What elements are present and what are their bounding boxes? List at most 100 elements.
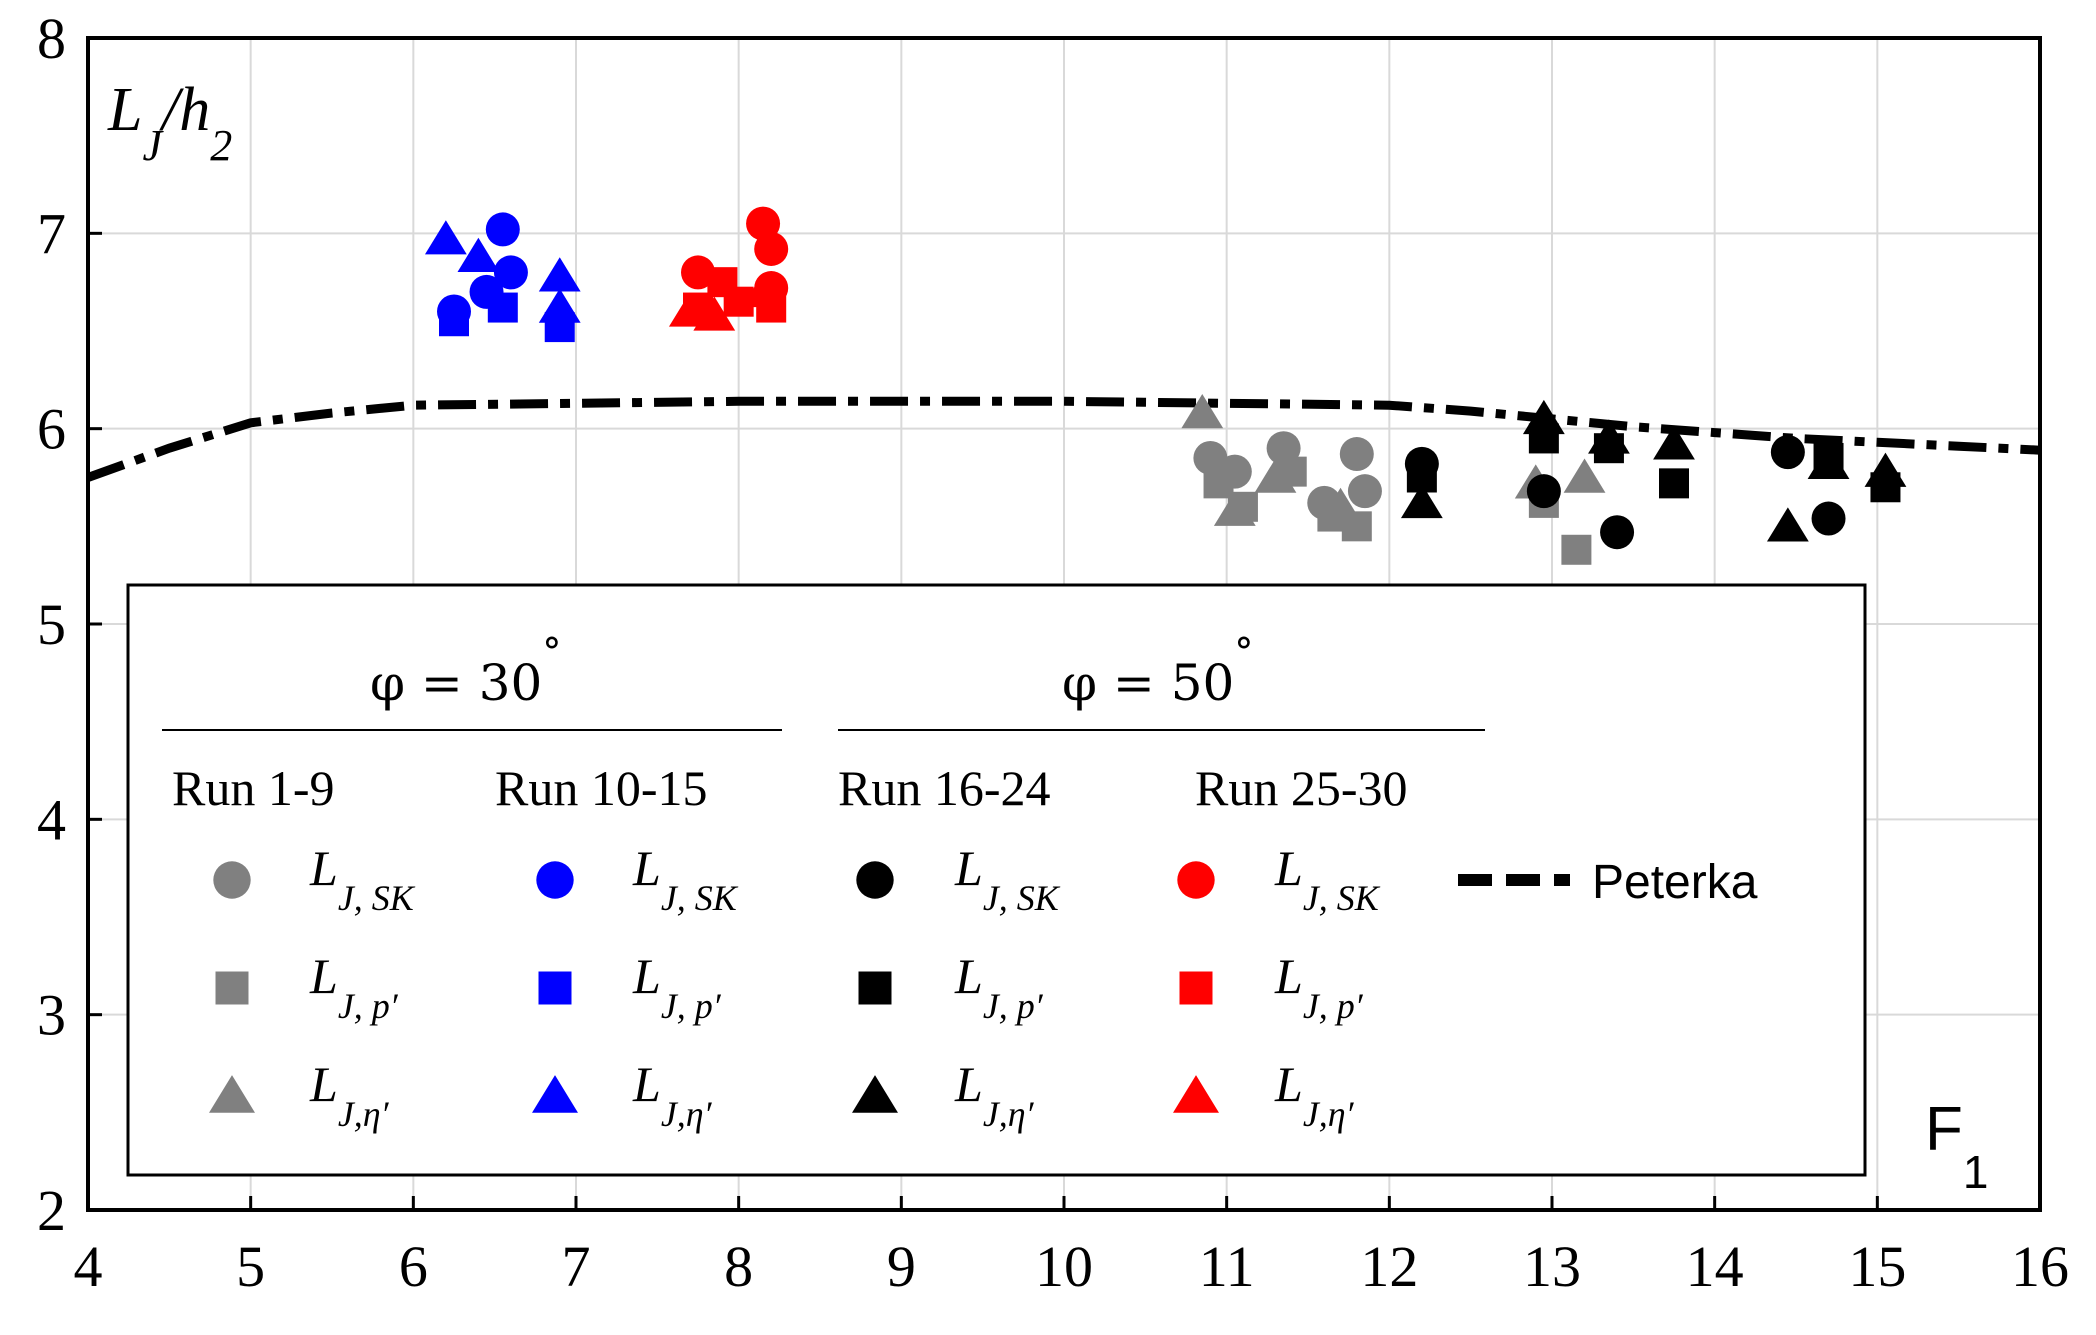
legend-marker-square: [858, 971, 892, 1005]
legend-group-50-label: φ = 50°: [1062, 630, 1253, 712]
data-point-circle: [493, 255, 528, 290]
y-tick-label: 7: [37, 201, 66, 266]
legend-marker-triangle: [1173, 1075, 1219, 1113]
y-label-sub2: 2: [210, 121, 232, 170]
data-point-circle: [1600, 515, 1635, 550]
y-tick-label: 4: [37, 787, 66, 852]
legend-entry-run25-sk: LJ, SK: [1274, 840, 1381, 918]
legend-entry-run10-sk: LJ, SK: [632, 840, 739, 918]
data-point-circle: [485, 212, 520, 247]
data-point-triangle: [1563, 458, 1606, 493]
data-point-triangle: [1181, 394, 1224, 429]
legend-marker-square: [538, 971, 572, 1005]
y-axis-label: LJ/h2: [107, 76, 232, 170]
peterka-curve: [86, 396, 2041, 482]
y-tick-label: 5: [37, 592, 66, 657]
data-point-square: [1659, 468, 1689, 499]
legend: φ = 30° φ = 50° Run 1-9 Run 10-15 Run 16…: [126, 583, 1867, 1177]
x-tick-label: 13: [1523, 1234, 1581, 1299]
y-label-sub1: J: [142, 121, 164, 170]
legend-entry-run16-p: LJ, p′: [954, 948, 1044, 1026]
legend-group-30-label: φ = 30°: [370, 630, 561, 712]
legend-marker-circle: [536, 861, 574, 899]
data-point-triangle: [1522, 399, 1565, 435]
data-point-triangle: [538, 288, 581, 323]
legend-marker-circle: [1177, 861, 1215, 899]
data-point-square: [1561, 534, 1592, 565]
x-tick-label: 6: [399, 1234, 428, 1299]
legend-entry-run10-p: LJ, p′: [632, 948, 722, 1026]
legend-entry-run25-p: LJ, p′: [1274, 948, 1364, 1026]
data-point-circle: [681, 255, 715, 290]
legend-marker-triangle: [532, 1075, 578, 1113]
legend-marker-circle: [856, 861, 894, 899]
legend-entry-run25-eta: LJ,η′: [1274, 1056, 1355, 1134]
legend-marker-square: [215, 971, 249, 1005]
data-point-triangle: [1588, 419, 1630, 454]
legend-markers: [209, 861, 1219, 1113]
data-point-triangle: [1254, 458, 1297, 493]
data-points: [424, 206, 1907, 565]
x-tick-label: 5: [236, 1234, 265, 1299]
y-tick-label: 6: [37, 397, 66, 462]
x-label-sub: 1: [1963, 1146, 1989, 1198]
y-tick-label: 2: [37, 1178, 66, 1243]
data-point-triangle: [693, 296, 736, 331]
data-point-square: [439, 306, 469, 337]
data-point-circle: [1770, 435, 1805, 470]
legend-run-10-15: Run 10-15: [495, 760, 708, 816]
legend-entry-run1-p: LJ, p′: [309, 948, 399, 1026]
x-tick-label: 12: [1360, 1234, 1418, 1299]
data-point-circle: [1811, 501, 1846, 536]
data-point-triangle: [538, 257, 581, 292]
legend-marker-triangle: [209, 1075, 255, 1113]
data-point-triangle: [424, 220, 467, 255]
legend-marker-circle: [213, 861, 251, 899]
data-point-circle: [1526, 474, 1561, 509]
legend-entry-run1-eta: LJ,η′: [309, 1056, 390, 1134]
data-point-triangle: [1213, 491, 1256, 526]
x-tick-label: 10: [1035, 1234, 1093, 1299]
data-point-triangle: [1864, 452, 1907, 487]
data-point-triangle: [1400, 483, 1443, 519]
legend-marker-triangle: [852, 1075, 898, 1113]
peterka-line: [86, 396, 2041, 482]
data-point-triangle: [1807, 444, 1850, 480]
data-point-circle: [754, 231, 789, 266]
data-point-triangle: [1766, 507, 1809, 542]
y-tick-label: 3: [37, 983, 66, 1048]
legend-entry-run16-sk: LJ, SK: [954, 840, 1061, 918]
x-tick-label: 14: [1686, 1234, 1744, 1299]
y-label-mid: /h: [159, 76, 210, 144]
y-tick-label: 8: [37, 6, 66, 71]
data-point-triangle: [1319, 487, 1362, 522]
data-point-triangle: [457, 237, 500, 272]
x-tick-label: 8: [724, 1234, 753, 1299]
y-label-main: L: [107, 76, 142, 144]
legend-entries: LJ, SK LJ, p′ LJ,η′ LJ, SK LJ, p′ LJ,η′ …: [309, 840, 1381, 1134]
legend-marker-square: [1179, 971, 1213, 1005]
legend-box: [126, 583, 1867, 1177]
x-label-main: F: [1925, 1095, 1963, 1164]
x-tick-label: 9: [887, 1234, 916, 1299]
legend-run-16-24: Run 16-24: [838, 760, 1051, 816]
legend-run-25-30: Run 25-30: [1195, 760, 1408, 816]
x-tick-label: 11: [1199, 1234, 1255, 1299]
data-point-square: [487, 292, 518, 323]
x-axis-label: F1: [1925, 1095, 1988, 1198]
x-tick-label: 4: [74, 1234, 103, 1299]
x-tick-label: 7: [562, 1234, 591, 1299]
data-point-circle: [1339, 437, 1374, 472]
data-point-triangle: [1653, 425, 1695, 460]
x-tick-label: 16: [2011, 1234, 2069, 1299]
data-point-circle: [1347, 474, 1382, 509]
x-tick-label: 15: [1848, 1234, 1906, 1299]
data-point-triangle: [742, 272, 784, 308]
data-point-triangle: [668, 292, 711, 327]
legend-run-1-9: Run 1-9: [172, 760, 335, 816]
legend-entry-run1-sk: LJ, SK: [309, 840, 416, 918]
legend-peterka-label: Peterka: [1592, 856, 1758, 909]
legend-entry-run10-eta: LJ,η′: [632, 1056, 713, 1134]
